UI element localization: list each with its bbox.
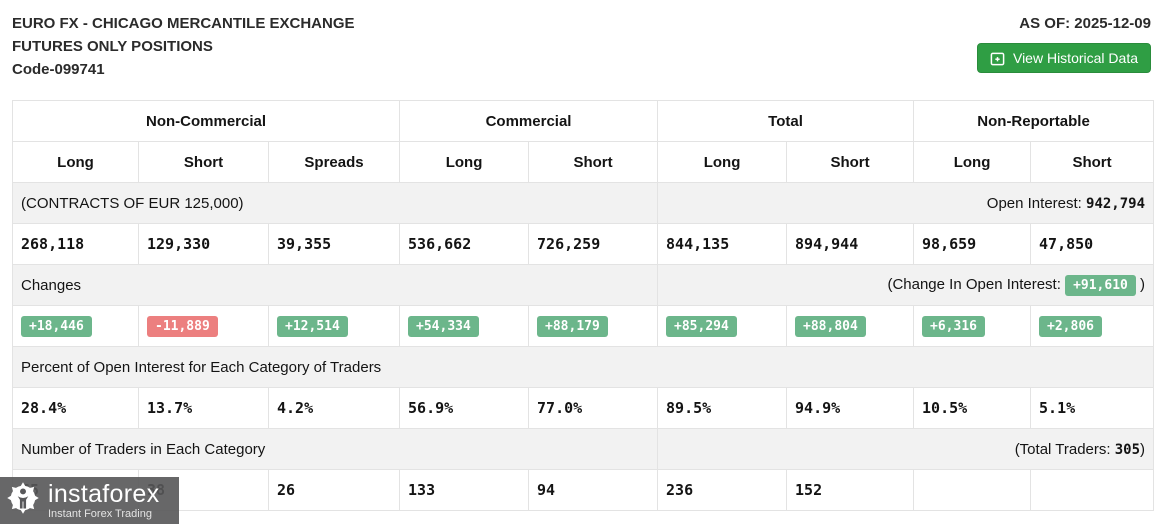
total-traders-suffix: ) bbox=[1140, 440, 1146, 458]
percent-row: 28.4% 13.7% 4.2% 56.9% 77.0% 89.5% 94.9%… bbox=[12, 387, 1155, 429]
percent-nonrep-short: 5.1% bbox=[1030, 387, 1155, 429]
positions-nonrep-long: 98,659 bbox=[913, 223, 1032, 265]
changes-row: +18,446 -11,889 +12,514 +54,334 +88,179 … bbox=[12, 305, 1155, 347]
percent-label: Percent of Open Interest for Each Catego… bbox=[11, 346, 1155, 388]
group-total: Total bbox=[657, 100, 915, 142]
change-badge: +12,514 bbox=[277, 315, 348, 337]
contracts-label-row: (CONTRACTS OF EUR 125,000) Open Interest… bbox=[11, 182, 1155, 224]
group-commercial: Commercial bbox=[399, 100, 659, 142]
as-of-date: AS OF: 2025-12-09 bbox=[1019, 15, 1151, 32]
column-header-row: Long Short Spreads Long Short Long Short… bbox=[12, 141, 1155, 183]
col-total-short: Short bbox=[786, 141, 915, 183]
percent-total-long: 89.5% bbox=[657, 387, 788, 429]
open-interest-value: 942,794 bbox=[1086, 195, 1146, 212]
col-noncomm-short: Short bbox=[138, 141, 269, 183]
change-badge: -11,889 bbox=[147, 315, 218, 337]
positions-noncomm-spreads: 39,355 bbox=[267, 223, 401, 265]
change-open-interest-label: (Change In Open Interest: +91,610 ) bbox=[657, 264, 1155, 306]
watermark-tagline: Instant Forex Trading bbox=[48, 507, 152, 520]
positions-total-long: 844,135 bbox=[657, 223, 788, 265]
changes-total-long: +85,294 bbox=[657, 305, 788, 347]
traders-total-long: 236 bbox=[657, 469, 788, 511]
percent-comm-long: 56.9% bbox=[399, 387, 530, 429]
instaforex-watermark: instaforex Instant Forex Trading bbox=[0, 477, 179, 524]
changes-nonrep-long: +6,316 bbox=[913, 305, 1032, 347]
percent-nonrep-long: 10.5% bbox=[913, 387, 1032, 429]
col-nonrep-long: Long bbox=[913, 141, 1032, 183]
traders-noncomm-spreads: 26 bbox=[267, 469, 401, 511]
report-code: Code-099741 bbox=[12, 61, 105, 78]
percent-noncomm-long: 28.4% bbox=[12, 387, 139, 429]
positions-noncomm-long: 268,118 bbox=[12, 223, 139, 265]
total-traders-label: (Total Traders: 305) bbox=[657, 428, 1155, 470]
open-interest-text: Open Interest: bbox=[986, 194, 1087, 212]
watermark-brand: instaforex bbox=[48, 479, 160, 508]
total-traders-prefix: (Total Traders: bbox=[1014, 440, 1115, 458]
traders-total-short: 152 bbox=[786, 469, 915, 511]
changes-total-short: +88,804 bbox=[786, 305, 915, 347]
col-comm-long: Long bbox=[399, 141, 530, 183]
percent-label-row: Percent of Open Interest for Each Catego… bbox=[11, 346, 1155, 388]
change-badge: +88,179 bbox=[537, 315, 608, 337]
watermark-text: instaforex Instant Forex Trading bbox=[48, 479, 160, 520]
change-badge: +6,316 bbox=[922, 315, 985, 337]
changes-label-row: Changes (Change In Open Interest: +91,61… bbox=[11, 264, 1155, 306]
cot-table: Non-Commercial Commercial Total Non-Repo… bbox=[11, 100, 1155, 511]
col-nonrep-short: Short bbox=[1030, 141, 1155, 183]
positions-comm-long: 536,662 bbox=[399, 223, 530, 265]
total-traders-value: 305 bbox=[1114, 441, 1141, 458]
traders-label-row: Number of Traders in Each Category (Tota… bbox=[11, 428, 1155, 470]
view-historical-data-label: View Historical Data bbox=[1012, 50, 1138, 66]
positions-noncomm-short: 129,330 bbox=[138, 223, 269, 265]
changes-label: Changes bbox=[11, 264, 659, 306]
col-noncomm-long: Long bbox=[12, 141, 139, 183]
change-badge: +2,806 bbox=[1039, 315, 1102, 337]
positions-nonrep-short: 47,850 bbox=[1030, 223, 1155, 265]
group-non-reportable: Non-Reportable bbox=[913, 100, 1155, 142]
change-badge: +54,334 bbox=[408, 315, 479, 337]
changes-comm-short: +88,179 bbox=[528, 305, 659, 347]
header-right: AS OF: 2025-12-09 View Historical Data bbox=[976, 12, 1151, 73]
percent-comm-short: 77.0% bbox=[528, 387, 659, 429]
percent-noncomm-spreads: 4.2% bbox=[267, 387, 401, 429]
gear-logo-icon bbox=[2, 477, 44, 524]
col-comm-short: Short bbox=[528, 141, 659, 183]
contracts-label: (CONTRACTS OF EUR 125,000) bbox=[11, 182, 659, 224]
view-historical-data-button[interactable]: View Historical Data bbox=[976, 43, 1151, 73]
changes-comm-long: +54,334 bbox=[399, 305, 530, 347]
changes-noncomm-long: +18,446 bbox=[12, 305, 139, 347]
col-total-long: Long bbox=[657, 141, 788, 183]
change-badge: +85,294 bbox=[666, 315, 737, 337]
percent-total-short: 94.9% bbox=[786, 387, 915, 429]
positions-comm-short: 726,259 bbox=[528, 223, 659, 265]
percent-noncomm-short: 13.7% bbox=[138, 387, 269, 429]
group-header-row: Non-Commercial Commercial Total Non-Repo… bbox=[11, 100, 1155, 142]
change-badge: +18,446 bbox=[21, 315, 92, 337]
change-badge: +88,804 bbox=[795, 315, 866, 337]
change-oi-suffix: ) bbox=[1135, 275, 1146, 293]
changes-noncomm-short: -11,889 bbox=[138, 305, 269, 347]
calendar-plus-icon bbox=[990, 51, 1005, 66]
change-oi-badge: +91,610 bbox=[1065, 274, 1136, 296]
report-title: EURO FX - CHICAGO MERCANTILE EXCHANGE FU… bbox=[12, 12, 355, 81]
traders-label: Number of Traders in Each Category bbox=[11, 428, 659, 470]
col-noncomm-spreads: Spreads bbox=[267, 141, 401, 183]
traders-comm-short: 94 bbox=[528, 469, 659, 511]
changes-noncomm-spreads: +12,514 bbox=[267, 305, 401, 347]
report-title-line2: FUTURES ONLY POSITIONS bbox=[12, 38, 213, 55]
positions-row: 268,118 129,330 39,355 536,662 726,259 8… bbox=[12, 223, 1155, 265]
traders-nonrep-short bbox=[1030, 469, 1155, 511]
positions-total-short: 894,944 bbox=[786, 223, 915, 265]
traders-nonrep-long bbox=[913, 469, 1032, 511]
group-non-commercial: Non-Commercial bbox=[11, 100, 401, 142]
report-title-line1: EURO FX - CHICAGO MERCANTILE EXCHANGE bbox=[12, 15, 355, 32]
traders-row: 65 38 26 133 94 236 152 bbox=[12, 469, 1155, 511]
open-interest-label: Open Interest: 942,794 bbox=[657, 182, 1155, 224]
traders-comm-long: 133 bbox=[399, 469, 530, 511]
change-oi-prefix: (Change In Open Interest: bbox=[887, 275, 1066, 293]
changes-nonrep-short: +2,806 bbox=[1030, 305, 1155, 347]
page-header: EURO FX - CHICAGO MERCANTILE EXCHANGE FU… bbox=[0, 0, 1165, 100]
